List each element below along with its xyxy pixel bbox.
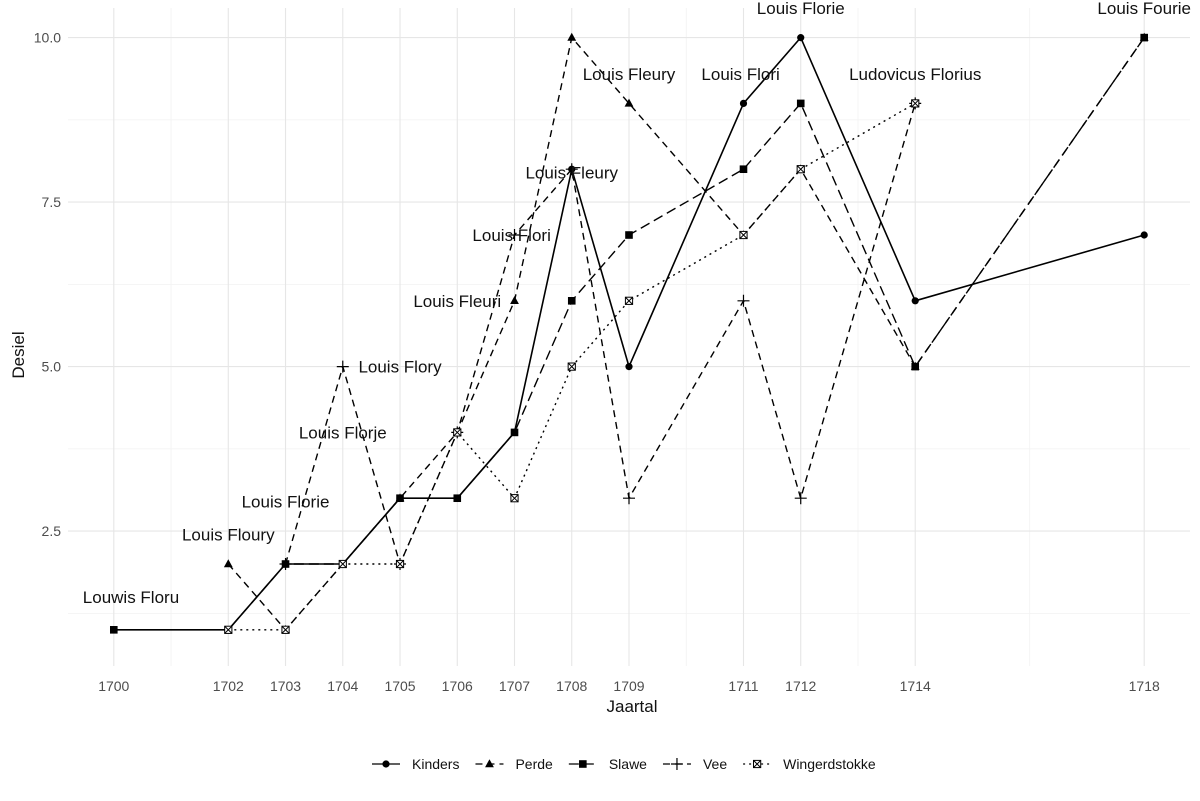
x-tick-label: 1704 [327,678,358,694]
x-tick-label: 1702 [213,678,244,694]
point-kinders [911,297,919,305]
point-wingerdstokke [453,428,462,437]
x-tick-label: 1705 [384,678,415,694]
point-slawe [739,165,748,174]
annotation-label: Ludovicus Florius [849,65,981,84]
legend-label: Perde [515,756,553,772]
x-tick-label: 1711 [728,678,758,694]
legend-key-marker [579,760,587,768]
x-tick-label: 1714 [900,678,931,694]
y-tick-label: 2.5 [42,523,62,539]
legend-label: Wingerdstokke [783,756,876,772]
point-vee [279,558,292,571]
point-wingerdstokke [281,625,290,634]
x-axis-title: Jaartal [606,697,657,716]
point-kinders [797,34,805,42]
y-tick-label: 5.0 [42,359,62,375]
legend-item-vee: Vee [662,756,727,772]
x-tick-label: 1712 [785,678,816,694]
annotations: Louwis Floru Louis Floury Louis Florie Loui… [83,0,1191,607]
point-vee [565,163,578,176]
y-axis-title: Desiel [9,331,28,378]
point-slawe [567,297,576,305]
point-slawe [796,99,805,108]
point-kinders [739,99,748,108]
series-line-vee [284,103,916,565]
point-wingerdstokke [911,99,920,108]
point-vee [794,492,807,505]
x-tick-label: 1707 [499,678,530,694]
point-perde [223,559,233,568]
legend-label: Kinders [412,756,459,772]
series-layer [109,32,1149,634]
point-wingerdstokke [395,559,405,569]
legend-key-marker [670,758,683,770]
annotation-label: Louis Fleury [583,65,676,84]
annotation-label: Louis Flory [358,358,442,377]
annotation-label: Louis Fleury [525,164,618,183]
annotation-label: Louis Florie [757,0,845,18]
y-tick-label: 10.0 [34,30,61,46]
annotation-label: Louis Floury [182,525,275,544]
legend-item-perde: Perde [475,756,553,772]
point-slawe [1140,33,1149,42]
point-perde [624,98,634,107]
x-tick-label: 1709 [613,678,644,694]
legend: Kinders Perde Slawe Vee Wingerdstokke [372,756,876,772]
annotation-label: Louwis Floru [83,588,179,607]
point-wingerdstokke [224,625,233,634]
point-perde [567,32,577,41]
grid [68,8,1190,666]
annotation-label: Louis Flori [472,226,550,245]
x-tick-label: 1718 [1129,678,1160,694]
point-vee [508,229,521,242]
point-wingerdstokke [624,296,634,305]
series-wingerdstokke [224,99,920,634]
point-wingerdstokke [796,165,805,174]
point-perde [510,296,519,305]
annotation-label: Louis Florie [242,493,330,512]
point-vee [623,492,635,505]
y-tick-label: 7.5 [42,194,62,210]
point-slawe [510,428,519,437]
point-wingerdstokke [739,230,748,240]
point-slawe [625,231,633,239]
legend-key-marker [382,760,390,768]
legend-label: Vee [703,756,727,772]
point-slawe [109,626,118,634]
point-wingerdstokke [338,559,347,569]
legend-item-slawe: Slawe [568,756,647,772]
legend-key-marker [485,759,494,768]
annotation-label: Louis Florje [299,423,387,442]
y-axis-ticks: 2.5 5.0 7.5 10.0 [34,30,62,539]
point-kinders [625,363,633,371]
x-axis-ticks: 1700 1702 1703 1704 1705 1706 1707 1708 1709 1711… [98,678,1160,694]
legend-item-wingerdstokke: Wingerdstokke [743,756,876,772]
annotation-label: Louis Fleuri [413,292,501,311]
x-tick-label: 1700 [98,678,129,694]
x-tick-label: 1706 [442,678,473,694]
point-slawe [911,362,920,371]
point-slawe [396,494,404,503]
legend-item-kinders: Kinders [372,756,459,772]
x-tick-label: 1703 [270,678,301,694]
legend-key-marker [753,759,762,769]
point-wingerdstokke [510,494,519,503]
point-kinders [1140,231,1148,239]
point-vee [737,294,750,307]
legend-label: Slawe [609,756,647,772]
point-vee [336,360,349,373]
annotation-label: Louis Flori [701,65,779,84]
annotation-label: Louis Fourie [1097,0,1191,18]
point-wingerdstokke [567,362,576,371]
x-tick-label: 1708 [556,678,587,694]
point-slawe [453,494,462,503]
